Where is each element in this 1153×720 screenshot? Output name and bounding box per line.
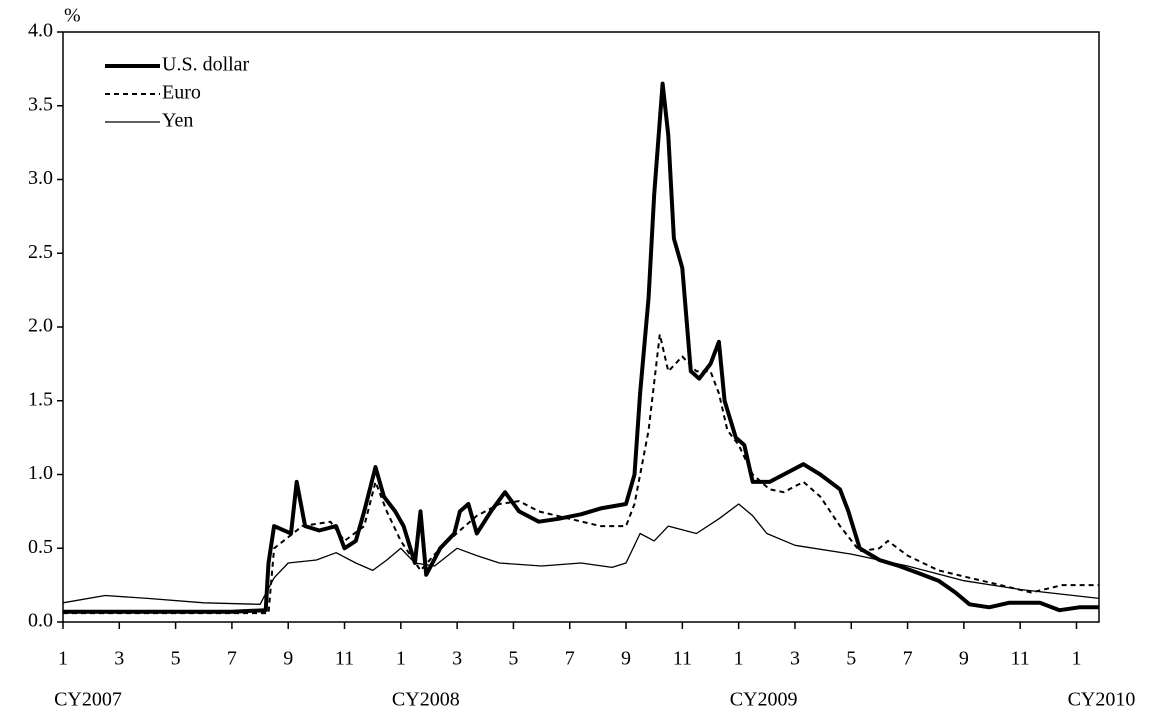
x-tick-label: 5 bbox=[171, 648, 181, 670]
legend-label: Euro bbox=[162, 82, 201, 104]
y-tick-label: 3.0 bbox=[28, 167, 53, 189]
x-tick-label: 1 bbox=[734, 648, 744, 670]
y-tick-label: 3.5 bbox=[28, 93, 53, 115]
x-tick-label: 11 bbox=[673, 648, 692, 670]
year-label: CY2007 bbox=[54, 689, 122, 711]
year-label: CY2009 bbox=[730, 689, 798, 711]
x-tick-label: 9 bbox=[283, 648, 293, 670]
x-tick-label: 5 bbox=[846, 648, 856, 670]
y-tick-label: 0.5 bbox=[28, 536, 53, 558]
x-tick-label: 1 bbox=[58, 648, 68, 670]
x-tick-label: 7 bbox=[565, 648, 575, 670]
legend-label: U.S. dollar bbox=[162, 54, 250, 76]
x-tick-label: 3 bbox=[790, 648, 800, 670]
year-label: CY2008 bbox=[392, 689, 460, 711]
year-label: CY2010 bbox=[1068, 689, 1136, 711]
y-tick-label: 2.0 bbox=[28, 315, 53, 337]
y-tick-label: 1.0 bbox=[28, 462, 53, 484]
x-tick-label: 11 bbox=[335, 648, 354, 670]
y-tick-label: 4.0 bbox=[28, 20, 53, 42]
x-tick-label: 7 bbox=[903, 648, 913, 670]
x-tick-label: 9 bbox=[959, 648, 969, 670]
series-line bbox=[63, 333, 1099, 615]
x-tick-label: 7 bbox=[227, 648, 237, 670]
x-tick-label: 9 bbox=[621, 648, 631, 670]
x-tick-label: 1 bbox=[1071, 648, 1081, 670]
series-line bbox=[63, 81, 1099, 614]
x-tick-label: 3 bbox=[114, 648, 124, 670]
x-tick-label: 3 bbox=[452, 648, 462, 670]
legend-label: Yen bbox=[162, 110, 193, 132]
x-tick-label: 1 bbox=[396, 648, 406, 670]
x-tick-label: 5 bbox=[508, 648, 518, 670]
series-line bbox=[62, 503, 1100, 605]
plot-frame bbox=[62, 31, 1100, 623]
x-tick-label: 11 bbox=[1011, 648, 1030, 670]
y-tick-label: 2.5 bbox=[28, 241, 53, 263]
y-axis-label: % bbox=[64, 5, 81, 27]
y-tick-label: 1.5 bbox=[28, 388, 53, 410]
y-tick-label: 0.0 bbox=[28, 610, 53, 632]
